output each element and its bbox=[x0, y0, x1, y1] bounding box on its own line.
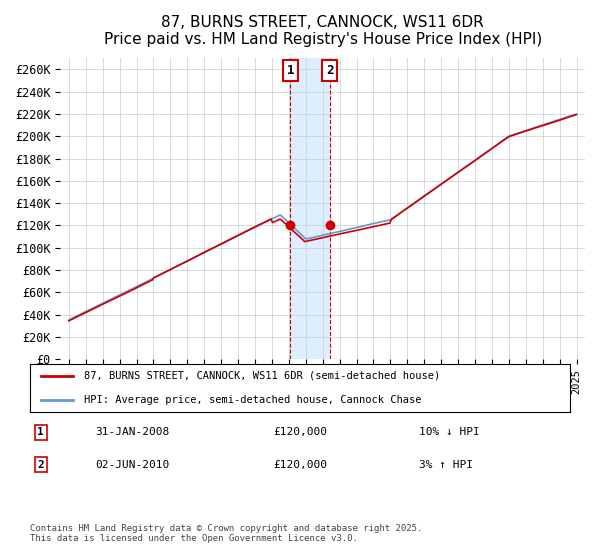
Text: Contains HM Land Registry data © Crown copyright and database right 2025.
This d: Contains HM Land Registry data © Crown c… bbox=[30, 524, 422, 543]
Text: HPI: Average price, semi-detached house, Cannock Chase: HPI: Average price, semi-detached house,… bbox=[84, 395, 421, 405]
Text: 1: 1 bbox=[37, 427, 44, 437]
Text: 02-JUN-2010: 02-JUN-2010 bbox=[95, 460, 169, 470]
Text: 87, BURNS STREET, CANNOCK, WS11 6DR (semi-detached house): 87, BURNS STREET, CANNOCK, WS11 6DR (sem… bbox=[84, 371, 440, 381]
Title: 87, BURNS STREET, CANNOCK, WS11 6DR
Price paid vs. HM Land Registry's House Pric: 87, BURNS STREET, CANNOCK, WS11 6DR Pric… bbox=[104, 15, 542, 48]
Text: 31-JAN-2008: 31-JAN-2008 bbox=[95, 427, 169, 437]
Text: 3% ↑ HPI: 3% ↑ HPI bbox=[419, 460, 473, 470]
Text: £120,000: £120,000 bbox=[273, 460, 327, 470]
Text: 2: 2 bbox=[37, 460, 44, 470]
Bar bbox=[290, 58, 330, 359]
Text: 1: 1 bbox=[286, 64, 294, 77]
Text: 10% ↓ HPI: 10% ↓ HPI bbox=[419, 427, 479, 437]
Text: £120,000: £120,000 bbox=[273, 427, 327, 437]
Text: 2: 2 bbox=[326, 64, 334, 77]
